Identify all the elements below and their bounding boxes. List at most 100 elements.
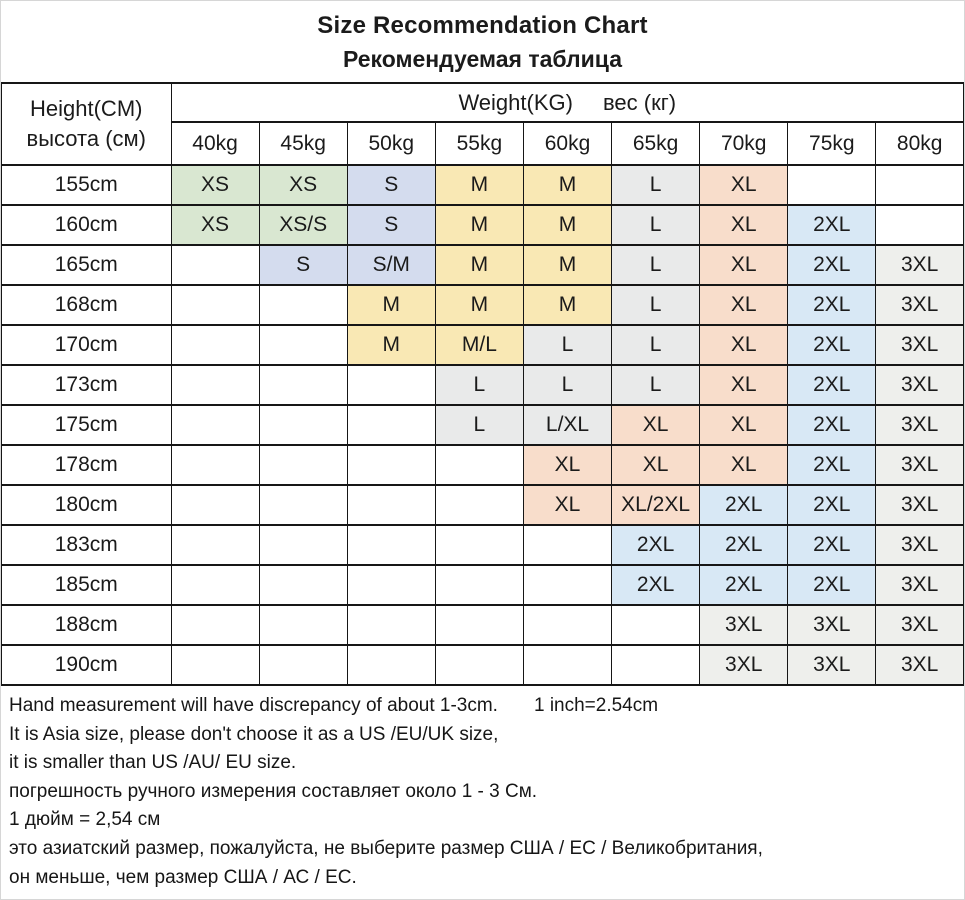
table-row: 168cm M M M L XL 2XL 3XL [1,284,964,326]
empty-cell [170,484,260,526]
height-cell: 160cm [1,204,172,246]
empty-cell [522,644,613,686]
table-row: 175cm L L/XL XL XL 2XL 3XL [1,404,964,446]
size-cell: L [434,404,524,446]
empty-cell [170,524,260,566]
empty-cell [170,324,260,366]
size-cell: L/XL [522,404,613,446]
size-cell: 3XL [875,484,964,526]
empty-cell [611,644,701,686]
height-cell: 188cm [1,604,172,646]
weight-col-header: 80kg [875,121,964,166]
size-cell: M [434,244,524,286]
height-header-cell: Height(CM) высота (см) [1,82,172,166]
size-cell: 3XL [875,524,964,566]
empty-cell [346,604,436,646]
empty-cell [170,644,260,686]
size-cell: 2XL [787,524,877,566]
chart-subtitle: Рекомендуемая таблица [342,46,623,72]
empty-cell [434,564,524,606]
height-header-ru: высота (см) [26,126,146,151]
note-line-smaller: it is smaller than US /AU/ EU size. [9,752,297,774]
note-line-asia-size: It is Asia size, please don't choose it … [9,723,499,745]
title-block: Size Recommendation Chart Рекомендуемая … [1,1,964,82]
empty-cell [258,404,348,446]
size-cell: 2XL [787,204,877,246]
size-cell: M [522,204,613,246]
size-cell: XL [611,444,701,486]
empty-cell [258,284,348,326]
size-cell: XL [699,164,789,206]
empty-cell [258,364,348,406]
size-cell: 3XL [875,364,964,406]
size-cell: XS [258,164,348,206]
size-cell: L [611,364,701,406]
table-row: 183cm 2XL 2XL 2XL 3XL [1,524,964,566]
size-cell: S/M [346,244,436,286]
size-cell: S [258,244,348,286]
empty-cell [346,404,436,446]
weight-col-header: 45kg [258,121,348,166]
height-header-en: Height(CM) [30,96,143,121]
note-line-ru-asia-size: это азиатский размер, пожалуйста, не выб… [9,837,763,859]
size-cell: M [434,164,524,206]
table-row: 180cm XL XL/2XL 2XL 2XL 3XL [1,484,964,526]
size-table: Height(CM) высота (см) Weight(KG) вес (кг… [1,82,964,686]
empty-cell [346,484,436,526]
empty-cell [346,644,436,686]
size-cell: 3XL [875,564,964,606]
size-cell: XS [170,164,260,206]
size-cell: XL [699,444,789,486]
table-row: 160cm XS XS/S S M M L XL 2XL [1,204,964,246]
size-cell: L [611,204,701,246]
size-cell: M [346,324,436,366]
table-row: 178cm XL XL XL 2XL 3XL [1,444,964,486]
empty-cell [522,564,613,606]
size-cell: XL [699,324,789,366]
size-cell: 2XL [787,364,877,406]
size-cell: M [434,284,524,326]
weight-col-header: 50kg [346,121,436,166]
table-row: 173cm L L L XL 2XL 3XL [1,364,964,406]
weight-col-header: 70kg [699,121,789,166]
weight-col-header: 75kg [787,121,877,166]
empty-cell [434,484,524,526]
height-cell: 190cm [1,644,172,686]
chart-title: Size Recommendation Chart [317,12,648,39]
table-row: 170cm M M/L L L XL 2XL 3XL [1,324,964,366]
table-row: 165cm S S/M M M L XL 2XL 3XL [1,244,964,286]
empty-cell [258,324,348,366]
size-cell: 2XL [699,484,789,526]
empty-cell [611,604,701,646]
size-cell: XL [699,404,789,446]
empty-cell [434,444,524,486]
size-cell: XS [170,204,260,246]
empty-cell [258,644,348,686]
size-cell: M [346,284,436,326]
height-cell: 168cm [1,284,172,326]
size-cell: XL/2XL [611,484,701,526]
size-cell: 3XL [787,644,877,686]
height-cell: 165cm [1,244,172,286]
size-cell: 2XL [611,524,701,566]
size-cell: M [522,284,613,326]
empty-cell [170,444,260,486]
weight-header-en: Weight(KG) [458,89,573,115]
size-cell: XL [611,404,701,446]
empty-cell [258,564,348,606]
empty-cell [875,164,964,206]
note-line-ru-measurement: погрешность ручного измерения составляет… [9,780,538,802]
size-cell: 3XL [875,244,964,286]
weight-header-ru: вес (кг) [602,89,677,115]
note-inch-text: 1 inch=2.54cm [533,695,659,716]
size-cell: L [522,364,613,406]
table-row: 155cm XS XS S M M L XL [1,164,964,206]
size-cell: L [611,284,701,326]
weight-col-header: 55kg [434,121,524,166]
size-cell: 3XL [875,644,964,686]
size-cell: 2XL [787,244,877,286]
empty-cell [346,524,436,566]
size-cell: M/L [434,324,524,366]
size-cell: 2XL [787,324,877,366]
height-cell: 175cm [1,404,172,446]
